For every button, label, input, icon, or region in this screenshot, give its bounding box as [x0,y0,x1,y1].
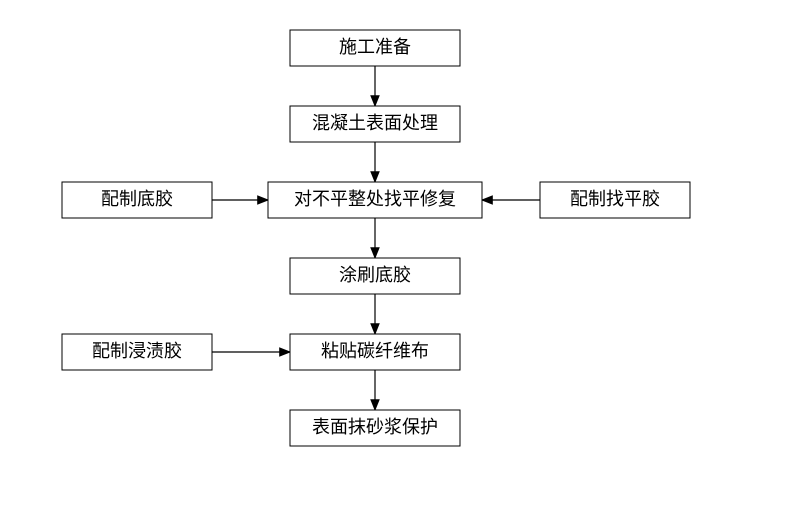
flowchart-node-s3: 配制浸渍胶 [62,334,212,370]
node-label: 对不平整处找平修复 [294,189,456,209]
flowchart-node-s1: 配制底胶 [62,182,212,218]
flowchart-node-n1: 施工准备 [290,30,460,66]
flowchart-canvas: 施工准备混凝土表面处理对不平整处找平修复涂刷底胶粘贴碳纤维布表面抹砂浆保护 配制底… [0,0,800,530]
flowchart-node-n2: 混凝土表面处理 [290,106,460,142]
flowchart-node-s2: 配制找平胶 [540,182,690,218]
node-label: 表面抹砂浆保护 [312,417,438,437]
flowchart-node-n3: 对不平整处找平修复 [268,182,482,218]
node-label: 配制底胶 [101,189,173,209]
flowchart-node-n5: 粘贴碳纤维布 [290,334,460,370]
node-label: 施工准备 [339,37,411,57]
node-label: 配制浸渍胶 [92,341,182,361]
flowchart-node-n4: 涂刷底胶 [290,258,460,294]
node-label: 配制找平胶 [570,189,660,209]
node-label: 涂刷底胶 [339,265,411,285]
node-label: 粘贴碳纤维布 [321,341,429,361]
node-label: 混凝土表面处理 [312,113,438,133]
flowchart-node-n6: 表面抹砂浆保护 [290,410,460,446]
